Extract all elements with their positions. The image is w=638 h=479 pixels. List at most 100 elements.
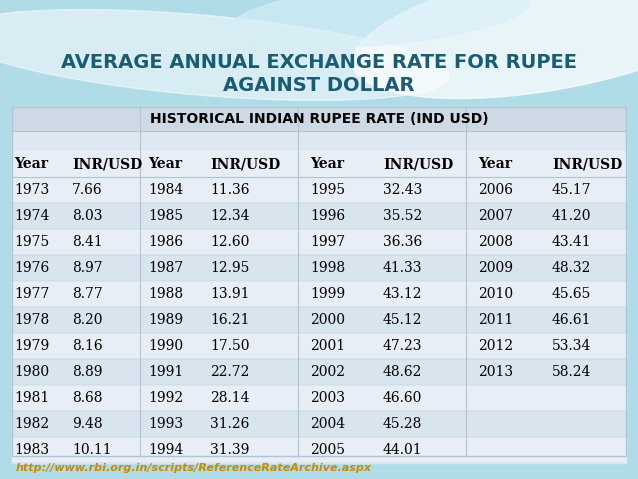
Bar <box>12 229 626 255</box>
Text: 10.11: 10.11 <box>72 443 112 457</box>
Text: 48.32: 48.32 <box>552 261 591 275</box>
Text: INR/USD: INR/USD <box>72 157 142 171</box>
Text: 45.28: 45.28 <box>383 417 422 431</box>
Text: 2002: 2002 <box>310 365 345 379</box>
Bar <box>12 107 626 456</box>
Text: 12.60: 12.60 <box>210 235 249 249</box>
Bar <box>12 151 626 177</box>
Text: 1980: 1980 <box>14 365 49 379</box>
Text: 8.16: 8.16 <box>72 339 103 353</box>
Text: 8.77: 8.77 <box>72 287 103 301</box>
Text: 1991: 1991 <box>148 365 183 379</box>
Text: 31.26: 31.26 <box>210 417 249 431</box>
Ellipse shape <box>0 10 449 101</box>
Text: 2005: 2005 <box>310 443 345 457</box>
Text: 1990: 1990 <box>148 339 183 353</box>
Text: 12.95: 12.95 <box>210 261 249 275</box>
Text: 1979: 1979 <box>14 339 49 353</box>
Text: 43.41: 43.41 <box>552 235 591 249</box>
Text: 45.65: 45.65 <box>552 287 591 301</box>
Text: 7.66: 7.66 <box>72 183 103 197</box>
Text: 2009: 2009 <box>478 261 513 275</box>
Text: 58.24: 58.24 <box>552 365 591 379</box>
Text: 1982: 1982 <box>14 417 49 431</box>
Text: 47.23: 47.23 <box>383 339 422 353</box>
Bar <box>12 107 626 456</box>
Text: 1985: 1985 <box>148 209 183 223</box>
Text: 1996: 1996 <box>310 209 345 223</box>
Bar <box>12 437 626 463</box>
Text: 1981: 1981 <box>14 391 49 405</box>
Text: 1977: 1977 <box>14 287 49 301</box>
Text: 16.21: 16.21 <box>210 313 249 327</box>
Text: 1992: 1992 <box>148 391 183 405</box>
Text: 2003: 2003 <box>310 391 345 405</box>
Text: 2013: 2013 <box>478 365 513 379</box>
Bar <box>12 333 626 359</box>
Text: 31.39: 31.39 <box>210 443 249 457</box>
Text: 1984: 1984 <box>148 183 183 197</box>
Bar <box>12 131 626 151</box>
Bar <box>12 177 626 203</box>
Text: 1986: 1986 <box>148 235 183 249</box>
Text: 2012: 2012 <box>478 339 513 353</box>
Text: 13.91: 13.91 <box>210 287 249 301</box>
Text: http://www.rbi.org.in/scripts/ReferenceRateArchive.aspx: http://www.rbi.org.in/scripts/ReferenceR… <box>16 463 372 473</box>
Text: 32.43: 32.43 <box>383 183 422 197</box>
Text: 8.68: 8.68 <box>72 391 103 405</box>
Text: 12.34: 12.34 <box>210 209 249 223</box>
Text: Year: Year <box>148 157 182 171</box>
Text: 44.01: 44.01 <box>383 443 422 457</box>
Text: 17.50: 17.50 <box>210 339 249 353</box>
Text: 2000: 2000 <box>310 313 345 327</box>
Bar <box>12 255 626 281</box>
Text: 8.03: 8.03 <box>72 209 103 223</box>
Text: 1983: 1983 <box>14 443 49 457</box>
Text: 41.33: 41.33 <box>383 261 422 275</box>
Text: 46.60: 46.60 <box>383 391 422 405</box>
Text: Year: Year <box>14 157 48 171</box>
Text: 8.97: 8.97 <box>72 261 103 275</box>
Text: 46.61: 46.61 <box>552 313 591 327</box>
Text: 1973: 1973 <box>14 183 49 197</box>
Text: 8.89: 8.89 <box>72 365 103 379</box>
Bar <box>12 281 626 307</box>
Text: AVERAGE ANNUAL EXCHANGE RATE FOR RUPEE: AVERAGE ANNUAL EXCHANGE RATE FOR RUPEE <box>61 53 577 71</box>
Text: AGAINST DOLLAR: AGAINST DOLLAR <box>223 76 415 94</box>
Ellipse shape <box>353 0 638 99</box>
Text: 2001: 2001 <box>310 339 345 353</box>
Text: 1974: 1974 <box>14 209 49 223</box>
Text: 1978: 1978 <box>14 313 49 327</box>
Ellipse shape <box>230 0 530 47</box>
Text: INR/USD: INR/USD <box>383 157 453 171</box>
Text: 2006: 2006 <box>478 183 513 197</box>
Text: 36.36: 36.36 <box>383 235 422 249</box>
Bar <box>12 359 626 385</box>
Text: 2007: 2007 <box>478 209 513 223</box>
Text: 1975: 1975 <box>14 235 49 249</box>
Text: 45.12: 45.12 <box>383 313 422 327</box>
Bar <box>12 107 626 131</box>
Text: 1997: 1997 <box>310 235 345 249</box>
Bar <box>12 307 626 333</box>
Text: 11.36: 11.36 <box>210 183 249 197</box>
Bar <box>12 411 626 437</box>
Text: 1993: 1993 <box>148 417 183 431</box>
Text: 45.17: 45.17 <box>552 183 591 197</box>
Text: 35.52: 35.52 <box>383 209 422 223</box>
Bar <box>12 203 626 229</box>
Text: 1976: 1976 <box>14 261 49 275</box>
Text: 9.48: 9.48 <box>72 417 103 431</box>
Text: 48.62: 48.62 <box>383 365 422 379</box>
Text: Year: Year <box>310 157 344 171</box>
Text: INR/USD: INR/USD <box>210 157 280 171</box>
Text: 2004: 2004 <box>310 417 345 431</box>
Text: 8.20: 8.20 <box>72 313 103 327</box>
Text: 22.72: 22.72 <box>210 365 249 379</box>
Text: 1995: 1995 <box>310 183 345 197</box>
Text: HISTORICAL INDIAN RUPEE RATE (IND USD): HISTORICAL INDIAN RUPEE RATE (IND USD) <box>150 112 488 126</box>
Text: INR/USD: INR/USD <box>552 157 622 171</box>
Text: 1988: 1988 <box>148 287 183 301</box>
Bar <box>12 385 626 411</box>
Text: 2010: 2010 <box>478 287 513 301</box>
